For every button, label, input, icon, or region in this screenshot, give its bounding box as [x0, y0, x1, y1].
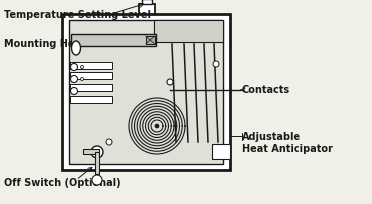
Circle shape [71, 88, 77, 94]
Bar [69, 20, 223, 164]
Circle shape [167, 79, 173, 85]
Bar [70, 84, 112, 91]
Text: Off Switch (Optional): Off Switch (Optional) [4, 178, 121, 188]
Circle shape [91, 146, 103, 158]
Bar [95, 152, 99, 174]
Bar [212, 144, 230, 159]
Bar [146, 36, 155, 44]
Bar [142, 0, 152, 4]
Text: Temperature Setting Level: Temperature Setting Level [4, 10, 151, 20]
Bar [62, 14, 230, 170]
Circle shape [213, 61, 219, 67]
Bar [83, 149, 99, 154]
Circle shape [71, 63, 77, 71]
Circle shape [80, 65, 83, 69]
Circle shape [155, 124, 159, 128]
Circle shape [71, 75, 77, 82]
Text: Adjustable
Heat Anticipator: Adjustable Heat Anticipator [242, 132, 333, 154]
Text: Mounting Hole: Mounting Hole [4, 39, 84, 49]
Bar [70, 96, 112, 103]
Ellipse shape [71, 41, 80, 55]
Bar [70, 72, 112, 79]
Text: Contacts: Contacts [242, 85, 290, 95]
Bar [71, 34, 156, 46]
Bar [154, 20, 223, 42]
Circle shape [106, 139, 112, 145]
Circle shape [92, 175, 102, 185]
Circle shape [80, 78, 83, 81]
Bar [70, 62, 112, 69]
Bar [139, 4, 155, 14]
